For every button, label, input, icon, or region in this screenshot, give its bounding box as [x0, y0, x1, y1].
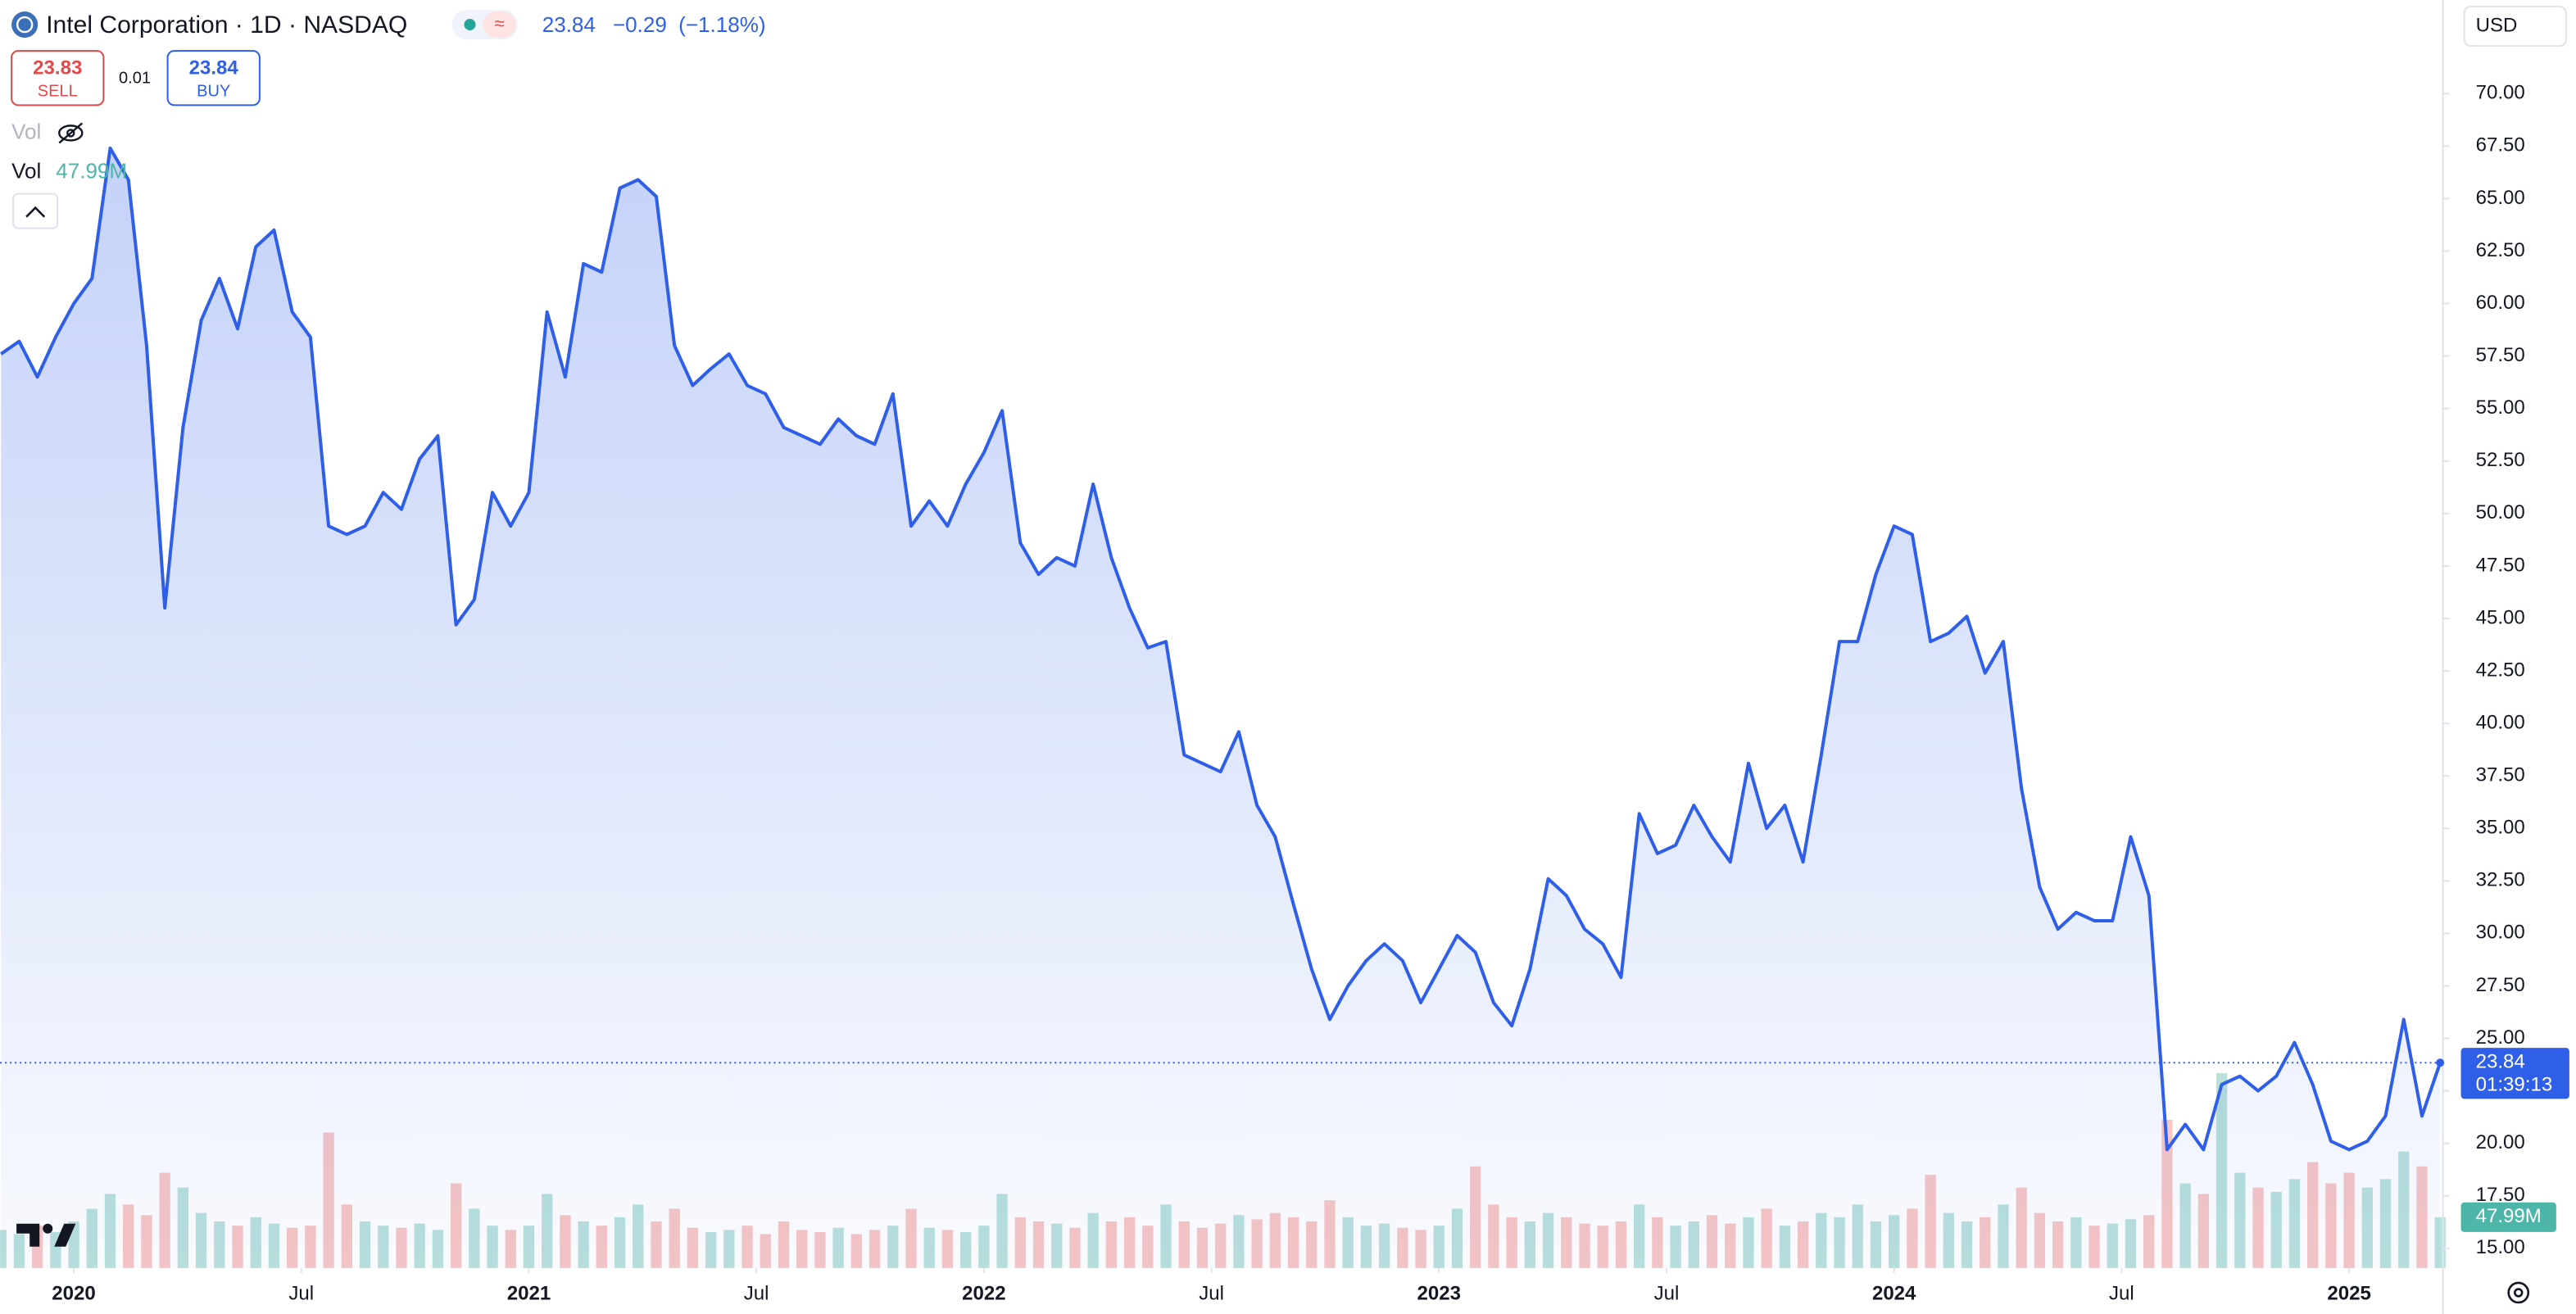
y-tick-label: 47.50	[2476, 554, 2525, 576]
symbol-logo-ring	[16, 16, 34, 34]
x-tick-label: 2023	[1417, 1282, 1462, 1304]
price-area	[1, 147, 2441, 1268]
y-tick-label: 35.00	[2476, 817, 2525, 839]
spread: 0.01	[119, 70, 151, 88]
sell-label[interactable]: SELL	[38, 83, 78, 101]
buy-label[interactable]: BUY	[197, 83, 230, 101]
collapse-icon[interactable]	[25, 206, 46, 218]
y-tick-label: 17.50	[2476, 1184, 2525, 1206]
y-tick-label: 32.50	[2476, 869, 2525, 891]
price-tag	[2460, 1048, 2569, 1099]
y-tick-label: 25.00	[2476, 1026, 2525, 1049]
volume-legend: Vol	[11, 158, 41, 183]
collapse-button[interactable]	[12, 193, 59, 229]
x-tick-label: 2020	[52, 1282, 95, 1304]
y-tick-label: 67.50	[2476, 134, 2525, 156]
y-tick-label: 42.50	[2476, 659, 2525, 681]
price-layer	[0, 146, 2442, 1268]
volume-legend-value: 47.99M	[56, 158, 127, 183]
y-tick-label: 40.00	[2476, 711, 2525, 733]
x-tick-label: Jul	[1199, 1282, 1224, 1304]
market-status	[464, 19, 476, 31]
y-tick-label: 57.50	[2476, 344, 2525, 366]
x-tick-label: 2024	[1872, 1282, 1916, 1304]
delay-icon: ≈	[495, 13, 505, 34]
y-tick-label: 65.00	[2476, 187, 2525, 209]
y-tick-label: 15.00	[2476, 1236, 2525, 1258]
last-price: 23.84	[542, 12, 596, 37]
x-tick-label: Jul	[1654, 1282, 1680, 1304]
y-tick-label: 60.00	[2476, 292, 2525, 314]
currency[interactable]: USD	[2476, 14, 2518, 36]
x-tick-label: Jul	[2109, 1282, 2134, 1304]
y-tick-label: 37.50	[2476, 764, 2525, 786]
symbol-title: Intel Corporation · 1D · NASDAQ	[46, 11, 407, 39]
y-tick-label: 52.50	[2476, 449, 2525, 471]
x-tick-label: 2022	[962, 1282, 1006, 1304]
symbol-logo	[11, 11, 39, 39]
delay-badge	[483, 11, 516, 39]
price-tag-label: 23.84	[2476, 1051, 2525, 1073]
price-change-pct: (−1.18%)	[678, 12, 765, 37]
currency-button[interactable]	[2463, 6, 2567, 48]
last-price-dot	[2436, 1058, 2445, 1067]
settings-icon[interactable]	[2507, 1281, 2530, 1304]
y-tick-label: 62.50	[2476, 239, 2525, 261]
x-tick-label: 2021	[507, 1282, 551, 1304]
countdown: 01:39:13	[2476, 1074, 2553, 1096]
y-tick-label: 55.00	[2476, 396, 2525, 419]
sell-button[interactable]	[11, 50, 105, 106]
y-tick-label: 20.00	[2476, 1131, 2525, 1153]
x-tick-label: Jul	[744, 1282, 769, 1304]
buy-price[interactable]: 23.84	[189, 57, 239, 79]
y-tick-label: 45.00	[2476, 606, 2525, 628]
y-tick-label: 50.00	[2476, 501, 2525, 523]
volume-tag-label: 47.99M	[2476, 1205, 2542, 1227]
y-tick-label: 70.00	[2476, 82, 2525, 104]
y-tick-label: 30.00	[2476, 922, 2525, 944]
volume-tag	[2460, 1202, 2556, 1232]
tradingview-logo	[16, 1223, 76, 1247]
price-line	[0, 146, 2442, 1152]
hide-icon[interactable]	[58, 122, 84, 144]
y-tick-label: 27.50	[2476, 974, 2525, 996]
x-tick-label: 2025	[2327, 1282, 2371, 1304]
buy-button[interactable]	[166, 50, 261, 106]
hidden-volume-legend[interactable]: Vol	[11, 119, 41, 143]
x-tick-label: Jul	[288, 1282, 314, 1304]
price-change: −0.29	[613, 12, 667, 37]
sell-price[interactable]: 23.83	[33, 57, 82, 79]
